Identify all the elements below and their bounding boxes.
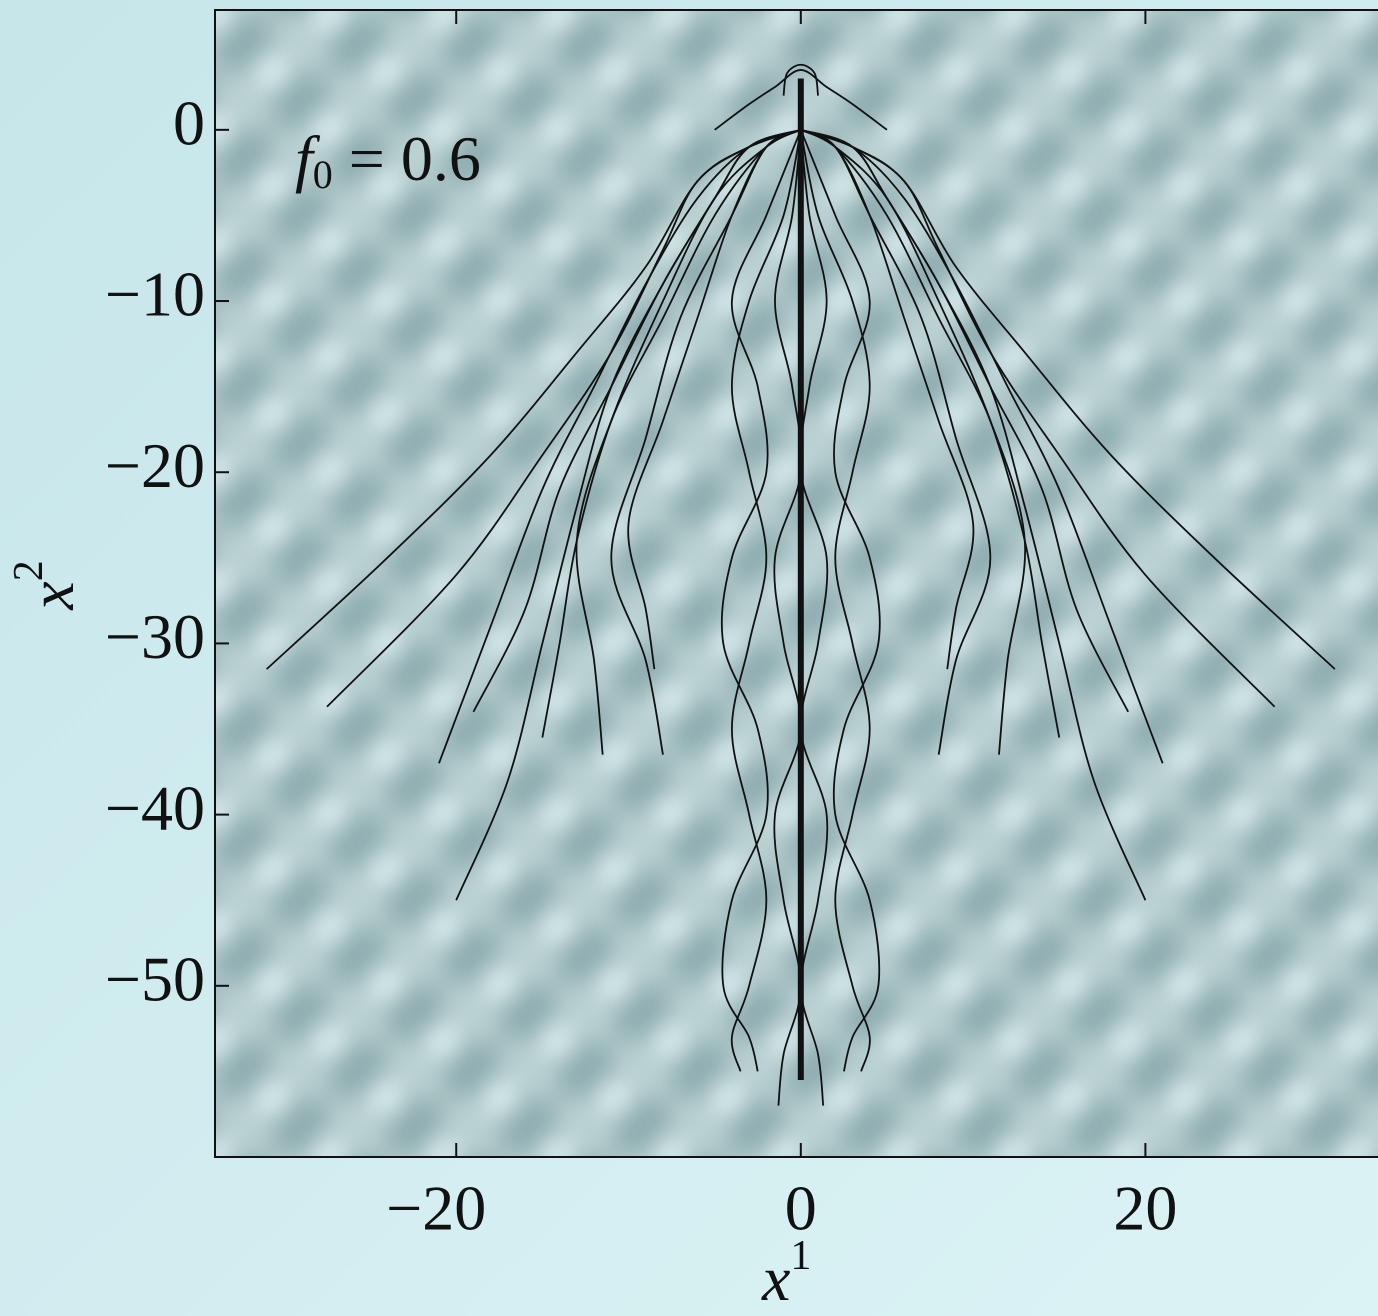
x-tick-label: 0 <box>785 1173 817 1244</box>
annotation-rest: = 0.6 <box>333 123 481 194</box>
trajectory <box>800 128 975 670</box>
y-tick-label: −20 <box>105 430 205 501</box>
trajectory <box>800 129 1027 755</box>
trajectory <box>782 63 819 96</box>
trajectory <box>541 129 802 738</box>
trajectory <box>799 129 871 1072</box>
y-tick-label: −40 <box>105 772 205 843</box>
annotation: f0 = 0.6 <box>295 123 481 198</box>
x-tick-label: 20 <box>1113 1173 1177 1244</box>
y-tick-label: 0 <box>173 88 205 159</box>
y-label-base: x <box>16 581 87 610</box>
trajectory <box>438 128 802 764</box>
trajectory <box>575 129 802 755</box>
x-axis-label: x1 <box>761 1233 811 1314</box>
x-label-sup: 1 <box>790 1233 811 1279</box>
potential-background <box>215 10 1378 1157</box>
y-tick-label: −50 <box>105 943 205 1014</box>
y-tick-label: −30 <box>105 601 205 672</box>
trajectory <box>800 128 1164 764</box>
plot-frame <box>214 9 1378 1158</box>
trajectory <box>800 129 1061 738</box>
x-tick-label: −20 <box>386 1173 486 1244</box>
trajectory <box>720 129 802 1072</box>
trajectories <box>266 63 1336 1106</box>
y-label-sup: 2 <box>6 560 52 581</box>
x-label-base: x <box>761 1243 790 1314</box>
trajectory <box>800 128 1129 713</box>
y-tick-label: −10 <box>105 259 205 330</box>
trajectory <box>627 128 802 670</box>
trajectory <box>799 129 881 1072</box>
axes: −20 0 20 0 −10 −20 −30 −40 −50 <box>105 9 1378 1244</box>
annotation-sub: 0 <box>313 152 333 197</box>
y-axis-label: x2 <box>6 560 87 610</box>
trajectory <box>730 129 802 1072</box>
trajectory <box>714 69 888 131</box>
trajectory <box>472 128 802 713</box>
